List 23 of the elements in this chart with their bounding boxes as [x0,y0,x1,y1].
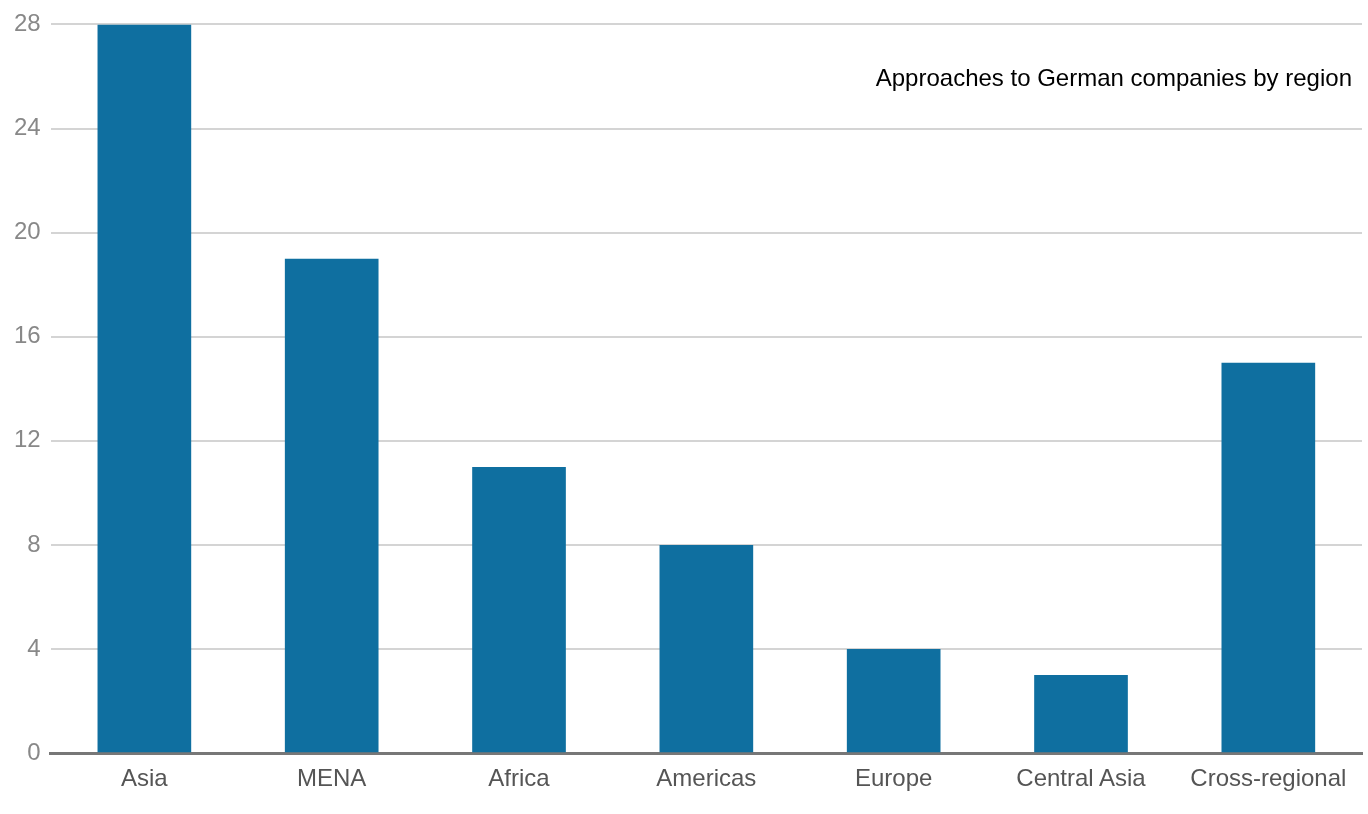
y-tick-label: 12 [13,425,41,453]
x-tick-label: Central Asia [1016,764,1147,792]
bar [472,466,566,753]
bar [284,258,379,753]
y-tick-label: 0 [27,737,41,765]
y-tick-label: 20 [13,217,41,245]
x-tick-label: Americas [656,764,757,792]
x-tick-label: Africa [488,764,551,792]
x-tick-label: Europe [854,764,933,792]
bar [659,544,754,753]
y-tick-label: 28 [13,9,41,37]
bar [1221,362,1316,753]
y-tick-label: 16 [13,321,41,349]
bar [846,649,941,753]
x-tick-label: MENA [297,764,367,792]
bar [1034,675,1128,753]
x-tick-label: Asia [121,764,169,792]
x-tick-label: Cross-regional [1190,764,1347,792]
y-tick-label: 4 [27,633,41,661]
y-tick-label: 8 [27,529,41,557]
y-tick-label: 24 [13,113,41,141]
text: Approaches to German companies by region [875,64,1352,92]
bar [97,24,192,753]
